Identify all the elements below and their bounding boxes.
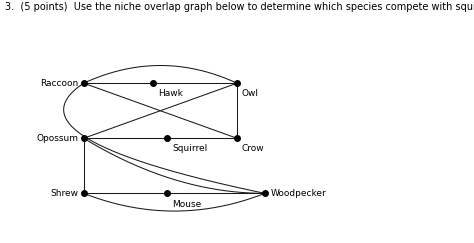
Text: Woodpecker: Woodpecker	[271, 189, 326, 198]
Text: Owl: Owl	[242, 88, 259, 97]
Text: Hawk: Hawk	[158, 88, 183, 97]
Text: Opossum: Opossum	[36, 134, 78, 143]
Text: Squirrel: Squirrel	[172, 144, 207, 153]
Text: Crow: Crow	[242, 144, 264, 153]
Text: 3.  (5 points)  Use the niche overlap graph below to determine which species com: 3. (5 points) Use the niche overlap grap…	[5, 2, 474, 12]
Text: Mouse: Mouse	[172, 200, 201, 209]
Text: Shrew: Shrew	[50, 189, 78, 198]
Text: Raccoon: Raccoon	[40, 79, 78, 88]
